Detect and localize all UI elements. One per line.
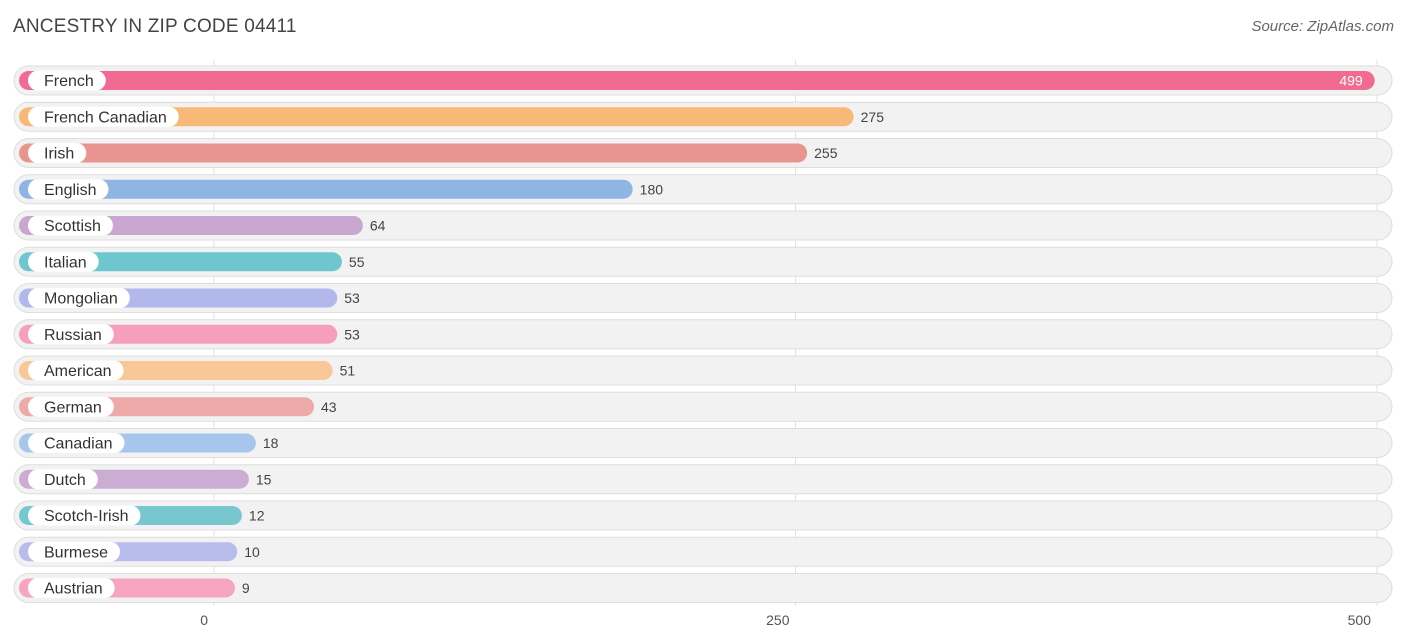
bar-value: 180 <box>640 181 664 197</box>
chart-source: Source: ZipAtlas.com <box>1251 18 1394 35</box>
bar-value: 12 <box>249 508 265 524</box>
bar-label-pill <box>28 215 113 236</box>
bar-label-pill <box>28 541 121 562</box>
bar-row-scotch-irish: Scotch-Irish 12 <box>13 500 1393 531</box>
bar-value: 10 <box>244 544 260 560</box>
bar-label-pill <box>28 505 141 526</box>
bar-value: 55 <box>349 254 365 270</box>
bar-row-american: American 51 <box>13 355 1393 386</box>
bar-label: Burmese <box>44 544 108 561</box>
bar-row-french-canadian: French Canadian 275 <box>13 101 1393 132</box>
x-axis-ticks: 0 250 500 <box>200 612 1371 628</box>
bar-value: 255 <box>814 145 838 161</box>
bar-row-canadian: Canadian 18 <box>13 428 1393 458</box>
bar-label-pill <box>28 251 99 272</box>
x-tick-label-500: 500 <box>1348 612 1372 628</box>
bar-label-pill <box>28 288 130 308</box>
row-track <box>13 536 1393 567</box>
row-track <box>13 573 1393 603</box>
bar-label: English <box>44 182 96 199</box>
bar-label: Canadian <box>44 436 113 453</box>
row-track <box>13 319 1393 350</box>
row-track <box>13 355 1393 386</box>
bar-row-russian: Russian 53 <box>13 319 1393 350</box>
bar <box>19 143 808 163</box>
bar <box>19 71 1375 90</box>
bar-row-burmese: Burmese 10 <box>13 536 1393 567</box>
x-tick-label-0: 0 <box>200 612 208 628</box>
row-track <box>13 246 1393 277</box>
bar-value: 15 <box>256 471 272 487</box>
bar-label: German <box>44 399 102 416</box>
bar-label-pill <box>28 143 87 163</box>
bar-label: Dutch <box>44 472 86 489</box>
bar-value: 43 <box>321 399 337 415</box>
bar-rows: French 499 French Canadian 275 Irish 255 Engli… <box>13 65 1393 603</box>
chart-title: ANCESTRY IN ZIP CODE 04411 <box>13 16 297 37</box>
bar-label: French Canadian <box>44 109 167 126</box>
bar-value: 64 <box>370 218 386 234</box>
bar <box>19 252 342 272</box>
bar-label-pill <box>28 578 115 598</box>
bar-row-italian: Italian 55 <box>13 246 1393 277</box>
bar-row-dutch: Dutch 15 <box>13 464 1393 495</box>
row-track <box>13 283 1393 313</box>
bar-value: 51 <box>340 363 356 379</box>
bar-value: 53 <box>344 326 360 342</box>
bar-label: Russian <box>44 327 102 344</box>
bar-value: 499 <box>1339 73 1363 89</box>
bar-label-pill <box>28 179 109 200</box>
bar-label: Austrian <box>44 581 103 598</box>
row-track <box>13 464 1393 495</box>
bar-row-mongolian: Mongolian 53 <box>13 283 1393 313</box>
bar-label-pill <box>28 396 114 417</box>
bar-label: Scotch-Irish <box>44 508 128 525</box>
bar-row-german: German 43 <box>13 391 1393 422</box>
bar-label: Irish <box>44 146 74 163</box>
bar-label-pill <box>28 324 114 345</box>
row-track <box>13 391 1393 422</box>
bar-row-austrian: Austrian 9 <box>13 573 1393 603</box>
bar-value: 18 <box>263 435 279 451</box>
row-track <box>13 428 1393 458</box>
bar <box>19 107 854 127</box>
bar-label: American <box>44 363 112 380</box>
bar-label-pill <box>28 106 179 127</box>
bar-row-irish: Irish 255 <box>13 138 1393 168</box>
bar-label: Scottish <box>44 218 101 235</box>
bar-label: Italian <box>44 254 87 271</box>
bar-label-pill <box>28 433 125 453</box>
bar-value: 275 <box>861 109 885 125</box>
bar-label-pill <box>28 360 124 381</box>
bar-label: French <box>44 73 94 90</box>
bar-label: Mongolian <box>44 291 118 308</box>
row-track <box>13 500 1393 531</box>
bar-row-french: French 499 <box>13 65 1393 96</box>
bar-value: 53 <box>344 290 360 306</box>
bar-label-pill <box>28 70 106 91</box>
bar-row-english: English 180 <box>13 174 1393 205</box>
bar-row-scottish: Scottish 64 <box>13 210 1393 241</box>
bar-value: 9 <box>242 580 250 596</box>
bar <box>19 179 633 199</box>
x-tick-label-250: 250 <box>766 612 790 628</box>
bar-label-pill <box>28 469 98 490</box>
